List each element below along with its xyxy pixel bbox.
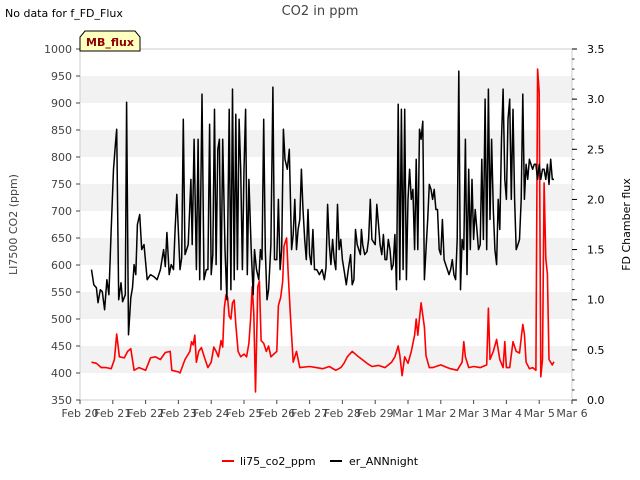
- x-tick-label: Mar 2: [425, 407, 456, 420]
- x-tick-label: Feb 26: [258, 407, 295, 420]
- series-line-li75_co2_ppm: [91, 68, 555, 393]
- x-tick-label: Mar 3: [458, 407, 489, 420]
- x-tick-label: Mar 4: [491, 407, 522, 420]
- x-tick-label: Feb 21: [94, 407, 131, 420]
- y2-tick-label: 1.5: [587, 244, 605, 257]
- x-tick-label: Feb 25: [226, 407, 263, 420]
- plot-frame: [79, 48, 573, 401]
- x-tick-label: Feb 23: [160, 407, 197, 420]
- y2-tick-label: 3.5: [587, 43, 605, 56]
- y-tick-label: 750: [51, 178, 72, 191]
- y2-tick-label: 2.0: [587, 193, 605, 206]
- y-tick-label: 650: [51, 232, 72, 245]
- y-tick-label: 1000: [44, 43, 72, 56]
- y2-tick-label: 0.0: [587, 394, 605, 407]
- chart-title: CO2 in ppm: [281, 4, 359, 19]
- y-tick-label: 350: [51, 394, 72, 407]
- y-tick-label: 550: [51, 286, 72, 299]
- grid-band: [80, 76, 572, 103]
- x-tick-label: Feb 28: [324, 407, 361, 420]
- x-tick-label: Mar 1: [392, 407, 423, 420]
- mb-flux-badge-label: MB_flux: [86, 36, 134, 49]
- y-tick-label: 500: [51, 313, 72, 326]
- x-tick-label: Feb 22: [127, 407, 164, 420]
- y-tick-label: 700: [51, 205, 72, 218]
- legend-label-er_ANNnight: er_ANNnight: [349, 455, 419, 468]
- y-tick-label: 900: [51, 97, 72, 110]
- mb-flux-badge: MB_flux: [79, 30, 141, 52]
- y2-tick-label: 2.5: [587, 143, 605, 156]
- y-axis-label: LI7500 CO2 (ppm): [7, 174, 20, 275]
- legend: li75_co2_ppm er_ANNnight: [222, 455, 419, 468]
- legend-label-li75_co2_ppm: li75_co2_ppm: [240, 455, 316, 468]
- y-tick-label: 400: [51, 367, 72, 380]
- x-tick-label: Feb 29: [357, 407, 394, 420]
- x-tick-label: Feb 27: [291, 407, 328, 420]
- x-tick-label: Feb 24: [193, 407, 230, 420]
- x-tick-label: Feb 20: [62, 407, 99, 420]
- grid-band: [80, 292, 572, 319]
- y-tick-label: 850: [51, 124, 72, 137]
- y-tick-label: 450: [51, 340, 72, 353]
- y2-tick-label: 1.0: [587, 294, 605, 307]
- y-tick-label: 600: [51, 259, 72, 272]
- y2-tick-label: 0.5: [587, 344, 605, 357]
- y2-axis-label: FD Chamber flux: [620, 178, 633, 271]
- y-tick-label: 950: [51, 70, 72, 83]
- series-line-er_ANNnight: [90, 70, 554, 336]
- no-data-note: No data for f_FD_Flux: [5, 7, 123, 20]
- grid-band: [80, 130, 572, 157]
- x-tick-label: Mar 5: [524, 407, 555, 420]
- y2-tick-label: 3.0: [587, 93, 605, 106]
- x-tick-label: Mar 6: [556, 407, 587, 420]
- y-tick-label: 800: [51, 151, 72, 164]
